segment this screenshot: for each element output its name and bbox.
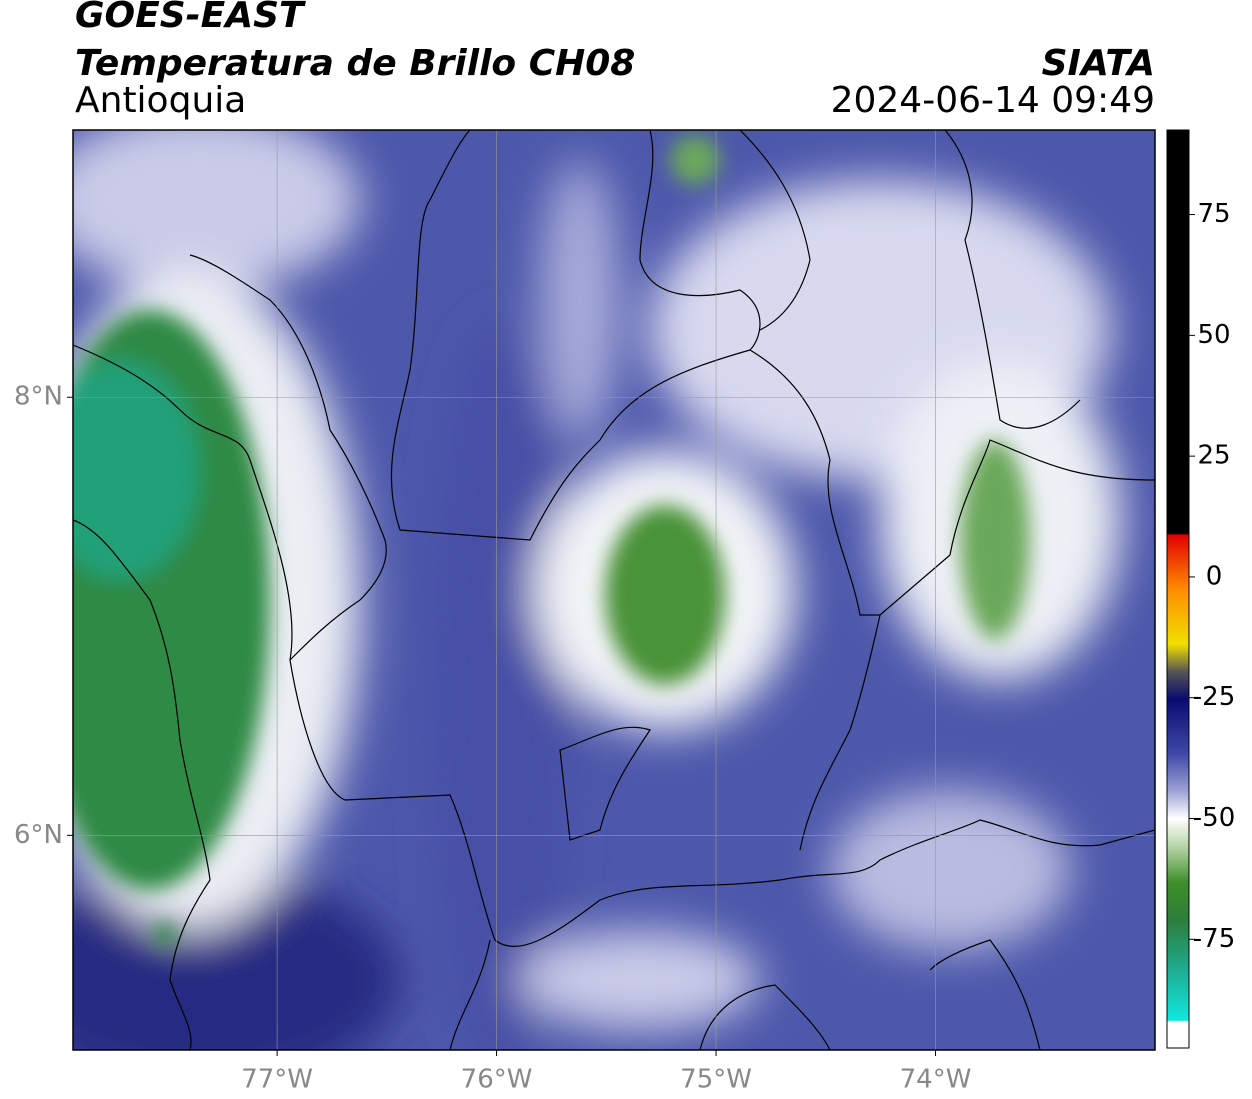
boundaries (73, 130, 1155, 1050)
y-tick-label: 8°N (14, 382, 63, 412)
x-tick-label: 77°W (241, 1065, 313, 1095)
colorbar-tick-label: -50 (1193, 803, 1235, 833)
x-tick-label: 74°W (900, 1065, 972, 1095)
colorbar-tick-label: 0 (1206, 561, 1223, 591)
colorbar-tick-label: 50 (1197, 320, 1230, 350)
graticule (73, 130, 1155, 1050)
title: GOES-EAST (75, 0, 306, 36)
timestamp: 2024-06-14 09:49 (831, 80, 1155, 121)
map-ticks: 77°W 76°W 75°W 74°W 8°N 6°N (14, 382, 971, 1095)
map-frame (72, 129, 1156, 1051)
colorbar (1166, 129, 1190, 1049)
colorbar-tick-label: -75 (1193, 924, 1235, 954)
subtitle: Temperatura de Brillo CH08 (75, 43, 635, 84)
colorbar-tick-label: -25 (1193, 682, 1235, 712)
x-tick-label: 76°W (461, 1065, 533, 1095)
y-tick-label: 6°N (14, 820, 63, 850)
colorbar-ticks: 75 50 25 0 -25 -50 -75 (1189, 199, 1235, 954)
source: SIATA (1042, 43, 1155, 84)
colorbar-tick-label: 75 (1197, 199, 1230, 229)
x-tick-label: 75°W (680, 1065, 752, 1095)
region: Antioquia (75, 80, 246, 121)
colorbar-tick-label: 25 (1197, 441, 1230, 471)
